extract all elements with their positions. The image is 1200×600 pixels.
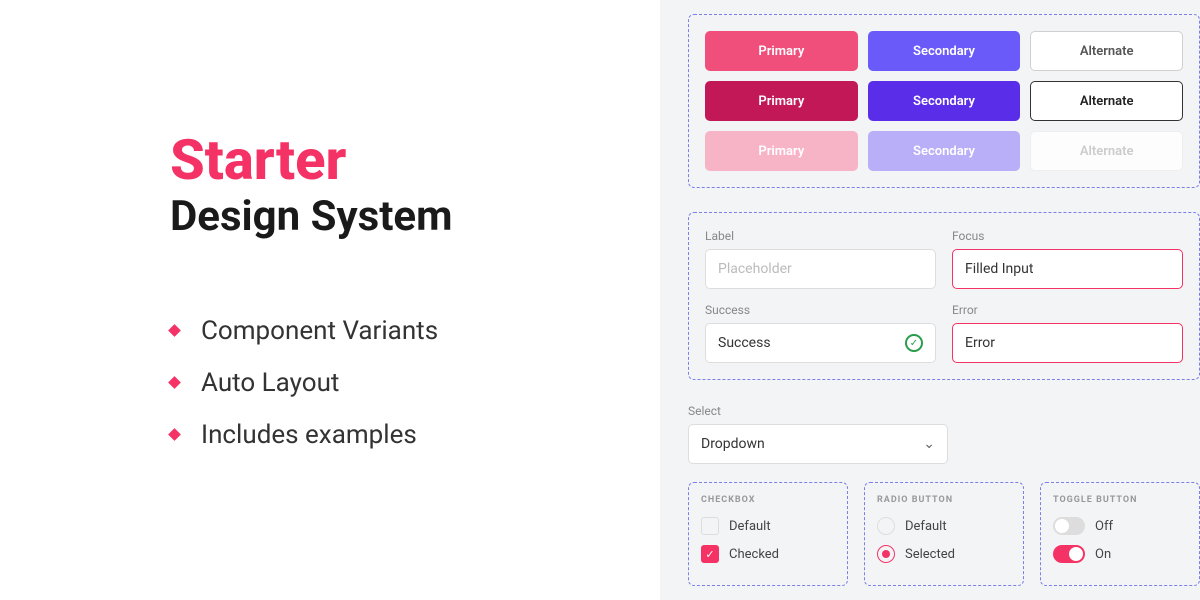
checkbox-checked-icon: ✓: [701, 545, 719, 563]
hero-title-line2: Design System: [170, 192, 660, 241]
checkbox-item-checked[interactable]: ✓ Checked: [701, 545, 835, 563]
secondary-button-disabled: Secondary: [868, 131, 1021, 171]
text-input-success[interactable]: Success ✓: [705, 323, 936, 363]
input-label: Error: [952, 303, 1183, 317]
radio-heading: RADIO BUTTON: [877, 495, 1011, 505]
button-grid: Primary Secondary Alternate Primary Seco…: [705, 31, 1183, 171]
feature-item: Component Variants: [170, 316, 660, 346]
diamond-icon: [168, 376, 181, 389]
text-input[interactable]: Placeholder: [705, 249, 936, 289]
toggle-label: Off: [1095, 519, 1113, 534]
radio-dot-icon: [882, 550, 890, 558]
diamond-icon: [168, 324, 181, 337]
toggle-item-off[interactable]: Off: [1053, 517, 1187, 535]
input-value: Filled Input: [965, 261, 1033, 277]
diamond-icon: [168, 428, 181, 441]
buttons-box: Primary Secondary Alternate Primary Seco…: [688, 14, 1200, 188]
feature-item: Includes examples: [170, 420, 660, 450]
feature-list: Component Variants Auto Layout Includes …: [170, 316, 660, 450]
select-group: Select Dropdown ⌄: [688, 404, 1200, 464]
feature-item: Auto Layout: [170, 368, 660, 398]
toggle-off-icon: [1053, 517, 1085, 535]
alternate-button-disabled: Alternate: [1030, 131, 1183, 171]
radio-box: RADIO BUTTON Default Selected: [864, 482, 1024, 586]
toggle-item-on[interactable]: On: [1053, 545, 1187, 563]
input-value: Success: [718, 335, 771, 351]
feature-text: Includes examples: [201, 420, 417, 450]
feature-text: Component Variants: [201, 316, 438, 346]
checkbox-box: CHECKBOX Default ✓ Checked: [688, 482, 848, 586]
input-group-focus: Focus Filled Input: [952, 229, 1183, 289]
secondary-button[interactable]: Secondary: [868, 31, 1021, 71]
input-placeholder: Placeholder: [718, 261, 792, 277]
hero-title-line1: Starter: [170, 130, 660, 192]
radio-label: Default: [905, 519, 947, 534]
input-group-error: Error Error: [952, 303, 1183, 363]
dropdown-select[interactable]: Dropdown ⌄: [688, 424, 948, 464]
input-label: Focus: [952, 229, 1183, 243]
radio-label: Selected: [905, 547, 955, 562]
secondary-button-hover[interactable]: Secondary: [868, 81, 1021, 121]
checkbox-label: Default: [729, 519, 771, 534]
text-input-error[interactable]: Error: [952, 323, 1183, 363]
primary-button-hover[interactable]: Primary: [705, 81, 858, 121]
inputs-box: Label Placeholder Focus Filled Input Suc…: [688, 212, 1200, 380]
radio-item-selected[interactable]: Selected: [877, 545, 1011, 563]
primary-button-disabled: Primary: [705, 131, 858, 171]
input-value: Error: [965, 335, 995, 351]
check-circle-icon: ✓: [905, 334, 923, 352]
controls-row: CHECKBOX Default ✓ Checked RADIO BUTTON …: [688, 482, 1200, 586]
input-label: Success: [705, 303, 936, 317]
checkbox-heading: CHECKBOX: [701, 495, 835, 505]
checkbox-item[interactable]: Default: [701, 517, 835, 535]
checkbox-label: Checked: [729, 547, 779, 562]
toggle-knob-icon: [1055, 519, 1069, 533]
feature-text: Auto Layout: [201, 368, 339, 398]
toggle-box: TOGGLE BUTTON Off On: [1040, 482, 1200, 586]
checkbox-icon: [701, 517, 719, 535]
toggle-on-icon: [1053, 545, 1085, 563]
text-input-focus[interactable]: Filled Input: [952, 249, 1183, 289]
toggle-heading: TOGGLE BUTTON: [1053, 495, 1187, 505]
input-label: Label: [705, 229, 936, 243]
alternate-button-hover[interactable]: Alternate: [1030, 81, 1183, 121]
toggle-knob-icon: [1069, 547, 1083, 561]
select-label: Select: [688, 404, 1200, 418]
chevron-down-icon: ⌄: [923, 436, 935, 452]
select-value: Dropdown: [701, 436, 765, 452]
input-group-label: Label Placeholder: [705, 229, 936, 289]
primary-button[interactable]: Primary: [705, 31, 858, 71]
hero-panel: Starter Design System Component Variants…: [0, 0, 660, 600]
radio-item[interactable]: Default: [877, 517, 1011, 535]
alternate-button[interactable]: Alternate: [1030, 31, 1183, 71]
radio-selected-icon: [877, 545, 895, 563]
radio-icon: [877, 517, 895, 535]
components-panel: Primary Secondary Alternate Primary Seco…: [660, 0, 1200, 600]
input-group-success: Success Success ✓: [705, 303, 936, 363]
toggle-label: On: [1095, 547, 1111, 562]
